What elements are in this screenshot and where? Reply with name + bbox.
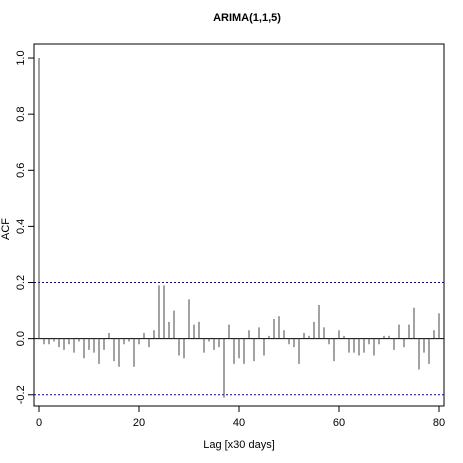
chart-title: ARIMA(1,1,5)	[213, 12, 281, 24]
y-tick-label: 0.8	[15, 107, 27, 122]
y-axis: -0.2 0.0 0.2 0.4 0.6 0.8 1.0	[15, 50, 34, 404]
x-tick-label: 20	[133, 417, 145, 429]
x-tick-label: 60	[333, 417, 345, 429]
confidence-bounds	[34, 282, 444, 396]
y-tick-label: 1.0	[15, 50, 27, 65]
acf-bars	[38, 58, 440, 398]
x-axis: 0 20 40 60 80	[36, 406, 445, 429]
y-tick-label: -0.2	[15, 385, 27, 404]
y-tick-label: 0.0	[15, 331, 27, 346]
x-tick-label: 0	[36, 417, 42, 429]
y-tick-label: 0.6	[15, 163, 27, 178]
y-axis-label: ACF	[0, 218, 12, 240]
x-tick-label: 40	[233, 417, 245, 429]
y-tick-label: 0.2	[15, 275, 27, 290]
x-axis-label: Lag [x30 days]	[203, 439, 275, 451]
y-tick-label: 0.4	[15, 219, 27, 234]
x-tick-label: 80	[433, 417, 445, 429]
